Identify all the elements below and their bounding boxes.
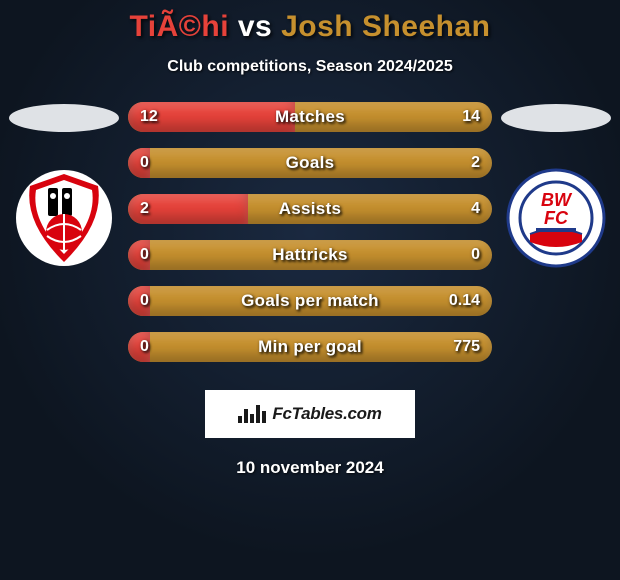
title: TiÃ©hi vs Josh Sheehan: [0, 10, 620, 44]
bar-label: Goals per match: [128, 286, 492, 316]
right-team-col: BW FC: [496, 102, 616, 268]
svg-text:BW: BW: [541, 190, 573, 210]
rotherham-crest-icon: [14, 168, 114, 268]
main-row: 1214Matches 02Goals 24Assists 00Hattricks 00…: [0, 102, 620, 378]
stat-bar: 02Goals: [128, 148, 492, 178]
svg-text:FC: FC: [544, 208, 569, 228]
bolton-crest-icon: BW FC: [506, 168, 606, 268]
brand-bars-icon: [238, 405, 266, 423]
bar-label: Hattricks: [128, 240, 492, 270]
player1-name: TiÃ©hi: [129, 10, 237, 43]
bar-label: Matches: [128, 102, 492, 132]
bar-label: Assists: [128, 194, 492, 224]
stat-bar: 24Assists: [128, 194, 492, 224]
brand-box[interactable]: FcTables.com: [205, 390, 415, 438]
stat-bar: 1214Matches: [128, 102, 492, 132]
left-shadow-ellipse: [9, 104, 119, 132]
right-team-crest: BW FC: [506, 168, 606, 268]
subtitle: Club competitions, Season 2024/2025: [0, 58, 620, 76]
vs-separator: vs: [238, 10, 281, 43]
date-line: 10 november 2024: [0, 458, 620, 478]
stats-bars: 1214Matches 02Goals 24Assists 00Hattricks 00…: [124, 102, 496, 378]
player2-name: Josh Sheehan: [281, 10, 490, 43]
stat-bar: 0775Min per goal: [128, 332, 492, 362]
bar-label: Goals: [128, 148, 492, 178]
bar-label: Min per goal: [128, 332, 492, 362]
stat-bar: 00.14Goals per match: [128, 286, 492, 316]
comparison-card: TiÃ©hi vs Josh Sheehan Club competitions…: [0, 0, 620, 580]
brand-text: FcTables.com: [272, 404, 381, 424]
stat-bar: 00Hattricks: [128, 240, 492, 270]
left-team-crest: [14, 168, 114, 268]
right-shadow-ellipse: [501, 104, 611, 132]
left-team-col: [4, 102, 124, 268]
